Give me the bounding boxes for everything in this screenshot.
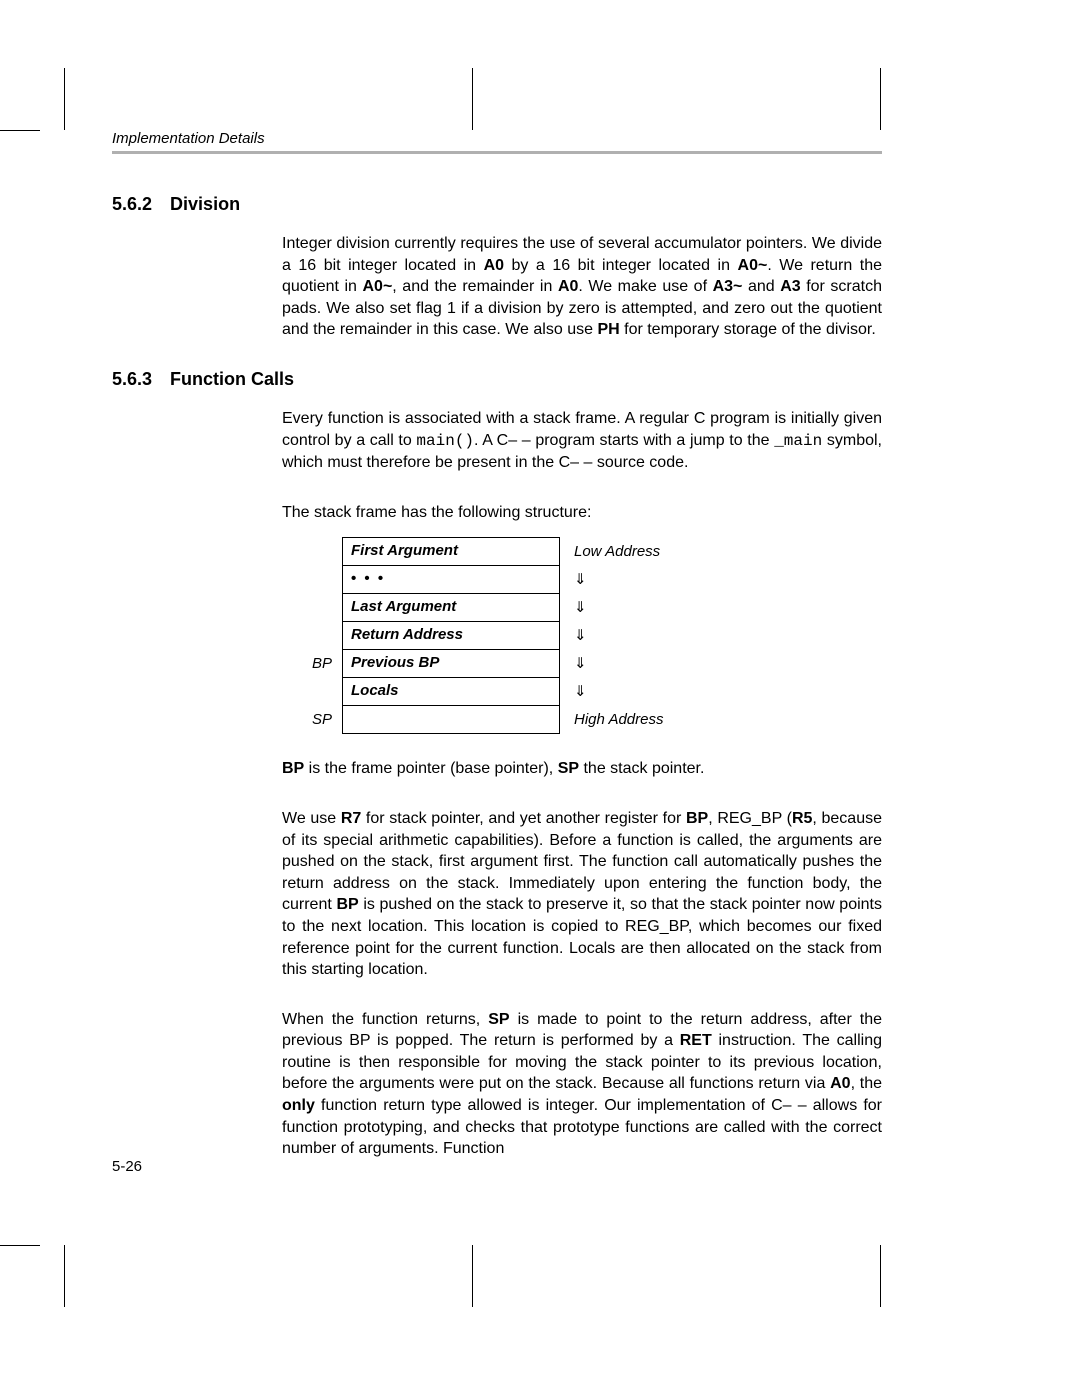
stack-cell: Locals (342, 677, 560, 705)
stack-row: BPPrevious BP⇓ (282, 649, 882, 677)
stack-row-pointer (282, 565, 342, 593)
division-paragraph: Integer division currently requires the … (282, 233, 882, 341)
section-heading-function-calls: 5.6.3 Function Calls (112, 369, 882, 390)
section-number: 5.6.2 (112, 194, 152, 215)
stack-cell: Previous BP (342, 649, 560, 677)
stack-cell: Last Argument (342, 593, 560, 621)
stack-row: Last Argument⇓ (282, 593, 882, 621)
stack-row: SP High Address (282, 705, 882, 734)
section-number: 5.6.3 (112, 369, 152, 390)
stack-row: • • •⇓ (282, 565, 882, 593)
stack-row-note: ⇓ (560, 621, 704, 649)
stack-row-note: High Address (560, 705, 704, 734)
section-title: Division (170, 194, 240, 214)
fcalls-paragraph-5: When the function returns, SP is made to… (282, 1009, 882, 1160)
fcalls-paragraph-3: BP is the frame pointer (base pointer), … (282, 758, 882, 780)
stack-cell: Return Address (342, 621, 560, 649)
stack-row-pointer: SP (282, 705, 342, 734)
stack-row-pointer: BP (282, 649, 342, 677)
running-head: Implementation Details (112, 130, 882, 147)
stack-cell (342, 705, 560, 734)
stack-row-pointer (282, 677, 342, 705)
page-number: 5-26 (112, 1158, 142, 1175)
stack-row-note: ⇓ (560, 677, 704, 705)
fcalls-paragraph-4: We use R7 for stack pointer, and yet ano… (282, 808, 882, 981)
stack-row-pointer (282, 537, 342, 565)
fcalls-paragraph-2: The stack frame has the following struct… (282, 502, 882, 524)
stack-cell: • • • (342, 565, 560, 593)
section-heading-division: 5.6.2 Division (112, 194, 882, 215)
stack-row-pointer (282, 593, 342, 621)
stack-frame-table: First ArgumentLow Address• • •⇓Last Argu… (282, 537, 882, 734)
stack-row-note: ⇓ (560, 593, 704, 621)
stack-row-pointer (282, 621, 342, 649)
stack-row: First ArgumentLow Address (282, 537, 882, 565)
stack-row-note: ⇓ (560, 649, 704, 677)
stack-row-note: ⇓ (560, 565, 704, 593)
stack-row-note: Low Address (560, 537, 704, 565)
fcalls-paragraph-1: Every function is associated with a stac… (282, 408, 882, 474)
section-title: Function Calls (170, 369, 294, 389)
stack-cell: First Argument (342, 537, 560, 565)
stack-row: Locals⇓ (282, 677, 882, 705)
stack-row: Return Address⇓ (282, 621, 882, 649)
header-rule (112, 151, 882, 154)
